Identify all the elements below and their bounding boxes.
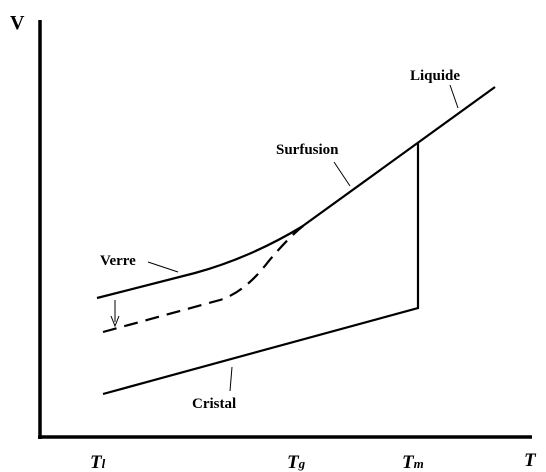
- v-axis-label: V: [10, 12, 25, 34]
- leader: [229, 366, 233, 392]
- crystal-line: [102, 143, 420, 396]
- t-axis-label: T: [524, 450, 537, 471]
- tick-base: T: [90, 452, 103, 472]
- label-surfusion: Surfusion: [276, 142, 339, 158]
- leader: [449, 84, 459, 109]
- tick-tl: Tl: [90, 452, 106, 472]
- label-verre: Verre: [100, 253, 136, 269]
- arrow-head: [110, 315, 120, 328]
- tick-base: T: [402, 452, 415, 472]
- tick-sub: l: [102, 456, 106, 471]
- leader: [147, 261, 179, 273]
- tick-tm: Tm: [402, 452, 424, 472]
- glass-line: [96, 225, 304, 300]
- label-liquide: Liquide: [410, 68, 460, 84]
- tick-tg: Tg: [287, 452, 306, 472]
- tick-sub: g: [298, 456, 306, 471]
- tick-base: T: [287, 452, 300, 472]
- liquid-line: [299, 86, 496, 229]
- annealed-glass-line: [102, 225, 304, 334]
- tick-sub: m: [414, 456, 424, 471]
- leader: [333, 161, 351, 187]
- label-cristal: Cristal: [192, 396, 236, 412]
